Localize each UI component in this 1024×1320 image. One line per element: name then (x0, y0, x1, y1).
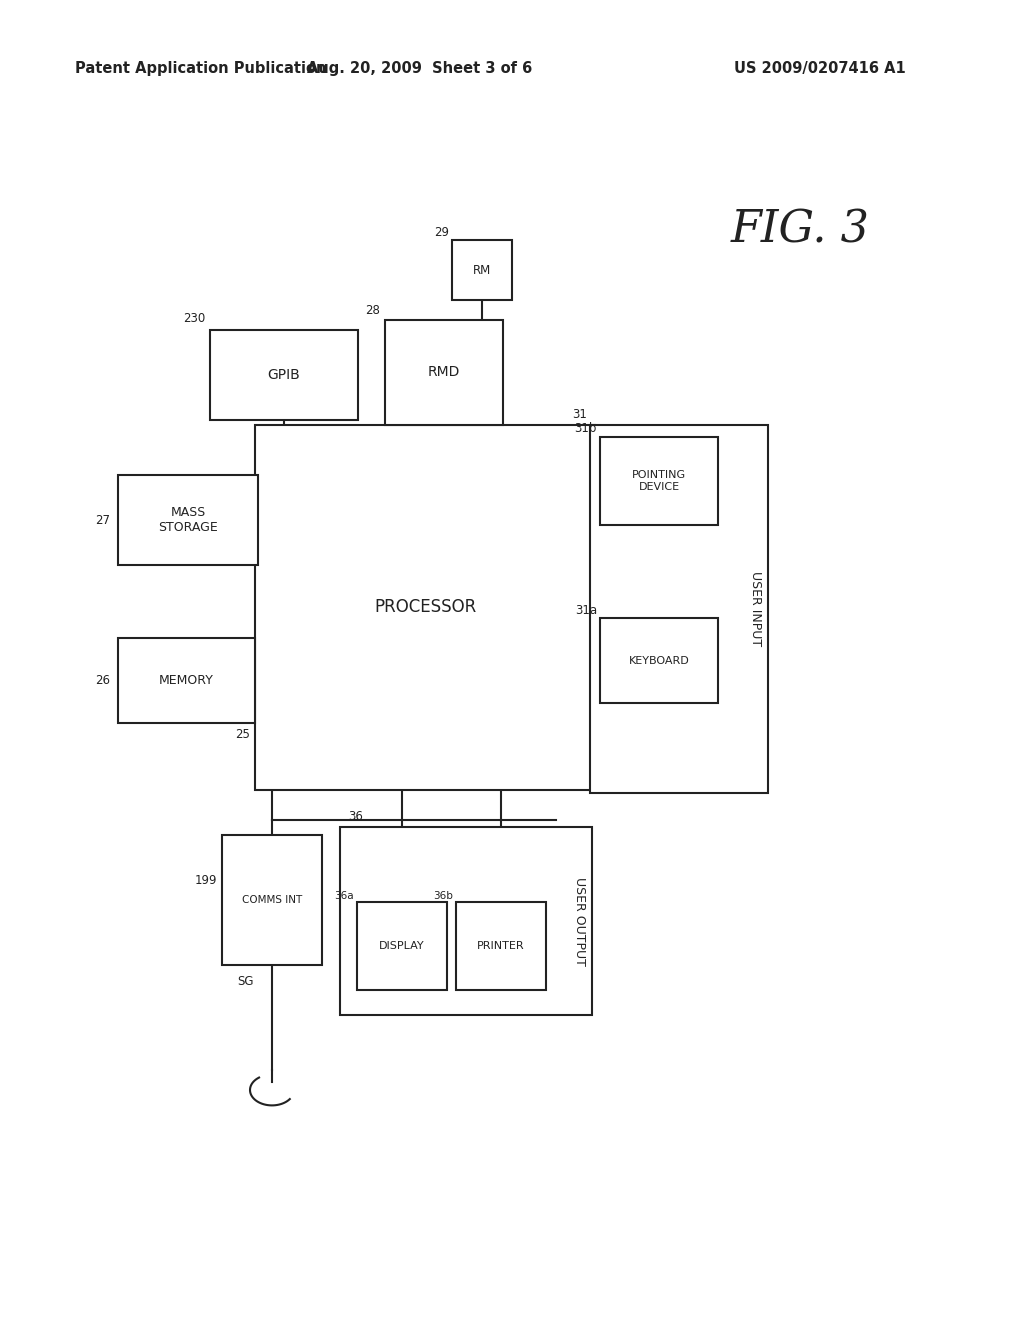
Bar (600, 618, 718, 704)
Text: 199: 199 (195, 874, 217, 887)
Text: PRINTER: PRINTER (477, 941, 525, 950)
Text: Aug. 20, 2009  Sheet 3 of 6: Aug. 20, 2009 Sheet 3 of 6 (307, 61, 532, 75)
Text: MEMORY: MEMORY (159, 675, 214, 686)
Text: 36: 36 (348, 810, 362, 824)
Text: COMMS INT: COMMS INT (242, 895, 302, 906)
Bar (590, 425, 768, 793)
Text: RMD: RMD (428, 366, 460, 380)
Text: RM: RM (473, 264, 492, 276)
Bar (255, 425, 595, 789)
Bar (340, 828, 592, 1015)
Bar (456, 902, 546, 990)
Text: USER OUTPUT: USER OUTPUT (573, 876, 587, 965)
Bar (222, 836, 322, 965)
Text: SG: SG (238, 975, 254, 987)
Text: 26: 26 (95, 675, 110, 686)
Text: 27: 27 (95, 513, 110, 527)
Text: GPIB: GPIB (267, 368, 300, 381)
Text: Patent Application Publication: Patent Application Publication (75, 61, 327, 75)
Text: 29: 29 (434, 226, 449, 239)
Text: 230: 230 (182, 312, 205, 325)
Text: MASS
STORAGE: MASS STORAGE (158, 506, 218, 535)
Text: 31a: 31a (574, 603, 597, 616)
Text: PROCESSOR: PROCESSOR (374, 598, 476, 616)
Text: USER INPUT: USER INPUT (750, 572, 763, 647)
Text: 31b: 31b (574, 422, 597, 436)
Bar (357, 902, 447, 990)
Text: 28: 28 (366, 304, 380, 317)
Text: DISPLAY: DISPLAY (379, 941, 425, 950)
Bar (210, 330, 358, 420)
Bar (118, 638, 255, 723)
Bar (385, 319, 503, 425)
Bar (452, 240, 512, 300)
Text: POINTING
DEVICE: POINTING DEVICE (632, 470, 686, 492)
Bar (600, 437, 718, 525)
Text: 36a: 36a (335, 891, 354, 902)
Text: US 2009/0207416 A1: US 2009/0207416 A1 (734, 61, 906, 75)
Text: FIG. 3: FIG. 3 (730, 209, 869, 252)
Text: KEYBOARD: KEYBOARD (629, 656, 689, 665)
Bar (118, 475, 258, 565)
Text: 25: 25 (236, 729, 250, 742)
Text: 31: 31 (572, 408, 587, 421)
Text: 36b: 36b (433, 891, 453, 902)
